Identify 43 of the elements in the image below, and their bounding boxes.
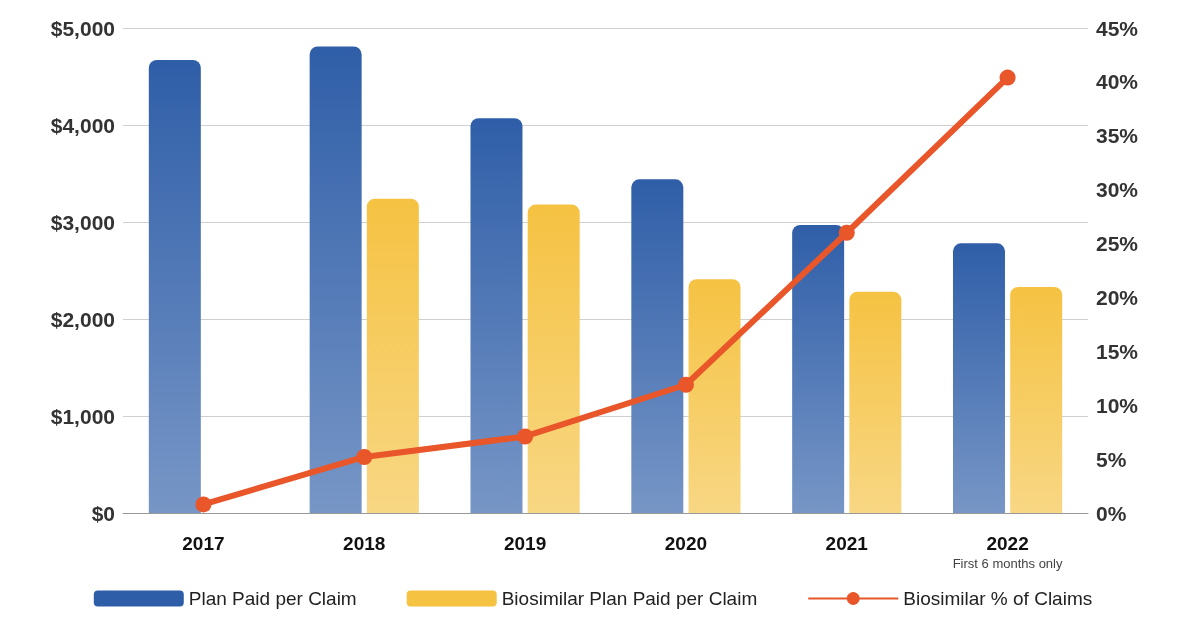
y-tick-label: $4,000 <box>50 113 115 137</box>
point <box>195 496 212 513</box>
y-tick-label: $0 <box>91 501 115 525</box>
x-tick-label: 2019 <box>503 532 547 554</box>
bar <box>1010 286 1063 513</box>
y-tick-label: $5,000 <box>50 16 115 40</box>
bar <box>849 291 902 513</box>
point <box>838 224 855 241</box>
bar <box>952 243 1005 513</box>
point <box>517 428 534 445</box>
x-tick-label: 2022 <box>986 532 1029 554</box>
bar <box>309 46 362 513</box>
legend-label: Plan Paid per Claim <box>188 588 357 609</box>
y2-tick-label: 5% <box>1096 447 1127 471</box>
bar <box>470 118 523 513</box>
point <box>677 376 694 393</box>
bar <box>148 60 201 513</box>
point <box>356 448 373 465</box>
bar <box>366 198 419 513</box>
y2-tick-label: 15% <box>1096 339 1139 363</box>
text: First 6 months only <box>952 555 1063 571</box>
y2-tick-label: 0% <box>1096 501 1127 525</box>
y-tick-label: $3,000 <box>50 210 115 234</box>
y-tick-label: $2,000 <box>50 307 115 331</box>
point <box>999 69 1016 86</box>
x-tick-label: 2021 <box>825 532 869 554</box>
y2-tick-label: 45% <box>1096 16 1139 40</box>
legend-label: Biosimilar Plan Paid per Claim <box>501 588 758 609</box>
x-tick-label: 2020 <box>664 532 708 554</box>
y2-tick-label: 25% <box>1096 232 1139 256</box>
y2-tick-label: 30% <box>1096 178 1139 202</box>
bar <box>688 279 741 513</box>
y2-tick-label: 35% <box>1096 124 1139 148</box>
y2-tick-label: 40% <box>1096 70 1139 94</box>
y2-tick-label: 20% <box>1096 285 1139 309</box>
bar <box>527 204 580 513</box>
x-tick-label: 2017 <box>182 532 225 554</box>
y2-tick-label: 10% <box>1096 393 1139 417</box>
bar <box>631 179 684 513</box>
legend-label: Biosimilar % of Claims <box>903 588 1093 609</box>
y-tick-label: $1,000 <box>50 404 115 428</box>
bar <box>792 224 845 513</box>
x-tick-label: 2018 <box>343 532 386 554</box>
